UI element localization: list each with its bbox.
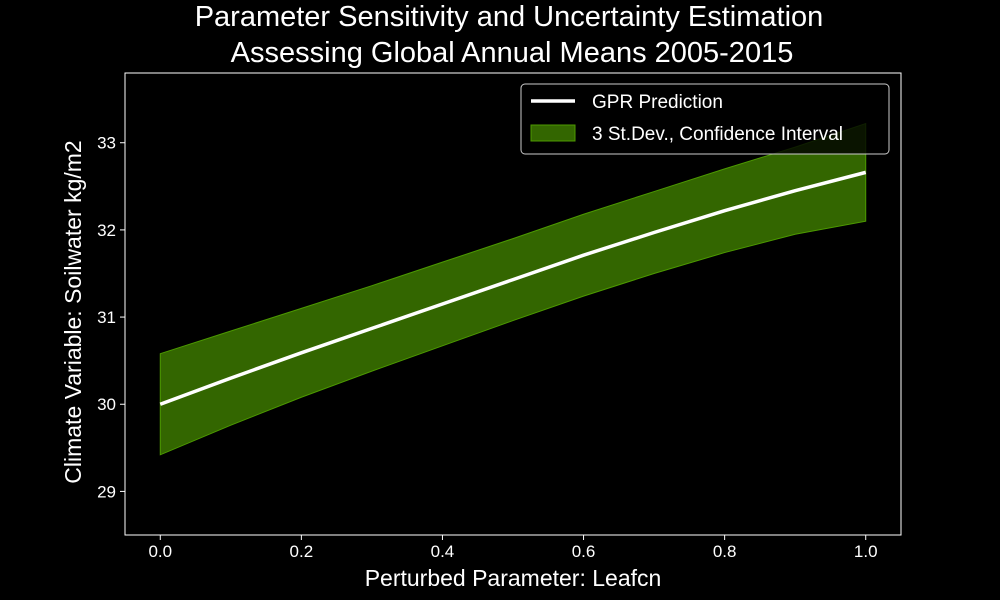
legend-label-prediction: GPR Prediction	[592, 92, 723, 113]
x-tick-label: 0.4	[431, 542, 455, 561]
legend: GPR Prediction 3 St.Dev., Confidence Inte…	[520, 83, 890, 155]
x-tick-label: 0.2	[290, 542, 314, 561]
plot-area: 0.0 0.2 0.4 0.6 0.8 1.0 29 30 31 32 33	[97, 72, 902, 561]
y-tick-label: 33	[97, 134, 116, 153]
legend-band-swatch	[530, 124, 576, 142]
chart-title-line-1: Parameter Sensitivity and Uncertainty Es…	[195, 1, 824, 33]
plot-frame	[124, 72, 902, 536]
x-tick-label: 0.8	[713, 542, 737, 561]
y-axis-label: Climate Variable: Soilwater kg/m2	[60, 140, 86, 483]
y-tick-label: 29	[97, 482, 116, 501]
x-tick-label: 1.0	[854, 542, 878, 561]
chart-title-line-2: Assessing Global Annual Means 2005-2015	[231, 37, 794, 69]
legend-box	[520, 83, 890, 155]
x-axis-label: Perturbed Parameter: Leafcn	[365, 565, 662, 591]
prediction-line	[159, 170, 867, 406]
y-tick-label: 32	[97, 221, 116, 240]
y-tick-label: 30	[97, 395, 116, 414]
y-tick-label: 31	[97, 308, 116, 327]
x-tick-label: 0.0	[148, 542, 172, 561]
confidence-band	[159, 122, 867, 456]
legend-label-confidence: 3 St.Dev., Confidence Interval	[592, 124, 843, 145]
x-tick-label: 0.6	[572, 542, 596, 561]
